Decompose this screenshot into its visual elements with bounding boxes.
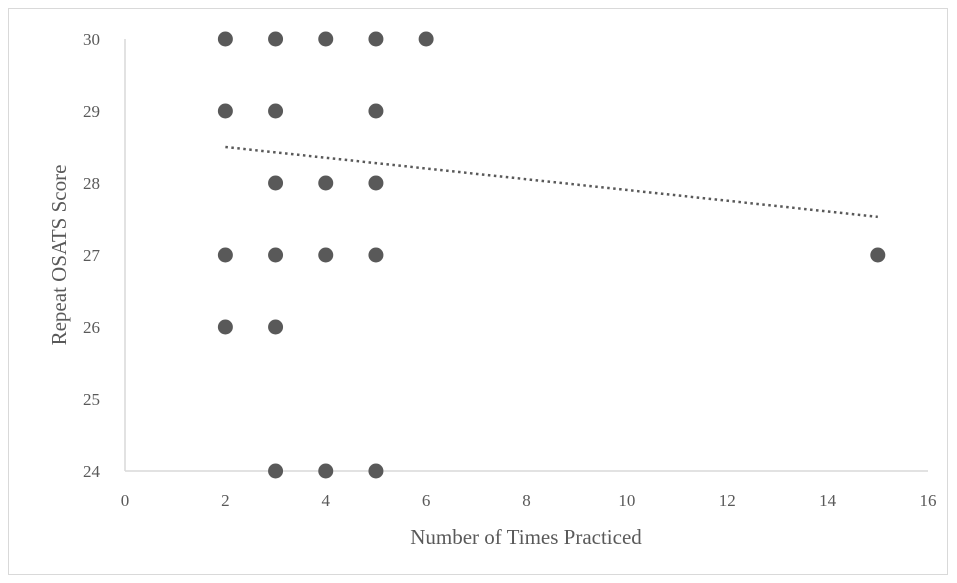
- x-axis-title: Number of Times Practiced: [410, 525, 642, 549]
- x-tick-label: 0: [121, 491, 130, 510]
- data-point: [318, 31, 334, 47]
- y-tick-label: 27: [83, 246, 101, 265]
- y-tick-labels: 24 25 26 27 28 29 30: [83, 30, 101, 481]
- data-point: [217, 247, 233, 263]
- y-tick-label: 25: [83, 390, 100, 409]
- data-point: [368, 31, 384, 47]
- data-point: [368, 103, 384, 119]
- x-tick-labels: 0 2 4 6 8 10 12 14 16: [121, 491, 937, 510]
- y-tick-label: 29: [83, 102, 100, 121]
- x-tick-label: 12: [719, 491, 736, 510]
- x-tick-label: 4: [322, 491, 331, 510]
- chart-container: [8, 8, 948, 575]
- data-point: [217, 31, 233, 47]
- data-point: [268, 103, 284, 119]
- y-tick-label: 26: [83, 318, 100, 337]
- data-point: [870, 247, 886, 263]
- data-point: [318, 247, 334, 263]
- data-point: [368, 175, 384, 191]
- data-point: [368, 463, 384, 479]
- data-point: [318, 463, 334, 479]
- x-tick-label: 16: [920, 491, 937, 510]
- x-tick-label: 8: [522, 491, 531, 510]
- x-tick-label: 2: [221, 491, 230, 510]
- y-tick-label: 28: [83, 174, 100, 193]
- data-point: [268, 31, 284, 47]
- data-point: [318, 175, 334, 191]
- trendline: [225, 145, 878, 219]
- data-point: [268, 247, 284, 263]
- x-tick-label: 10: [618, 491, 635, 510]
- data-point: [268, 319, 284, 335]
- y-tick-label: 24: [83, 462, 101, 481]
- x-tick-label: 14: [819, 491, 837, 510]
- data-point: [268, 463, 284, 479]
- y-tick-label: 30: [83, 30, 100, 49]
- data-point: [418, 31, 434, 47]
- data-point: [217, 319, 233, 335]
- data-point: [217, 103, 233, 119]
- x-tick-label: 6: [422, 491, 431, 510]
- data-point: [368, 247, 384, 263]
- data-points: [217, 31, 886, 479]
- y-axis-title: Repeat OSATS Score: [47, 165, 71, 346]
- data-point: [268, 175, 284, 191]
